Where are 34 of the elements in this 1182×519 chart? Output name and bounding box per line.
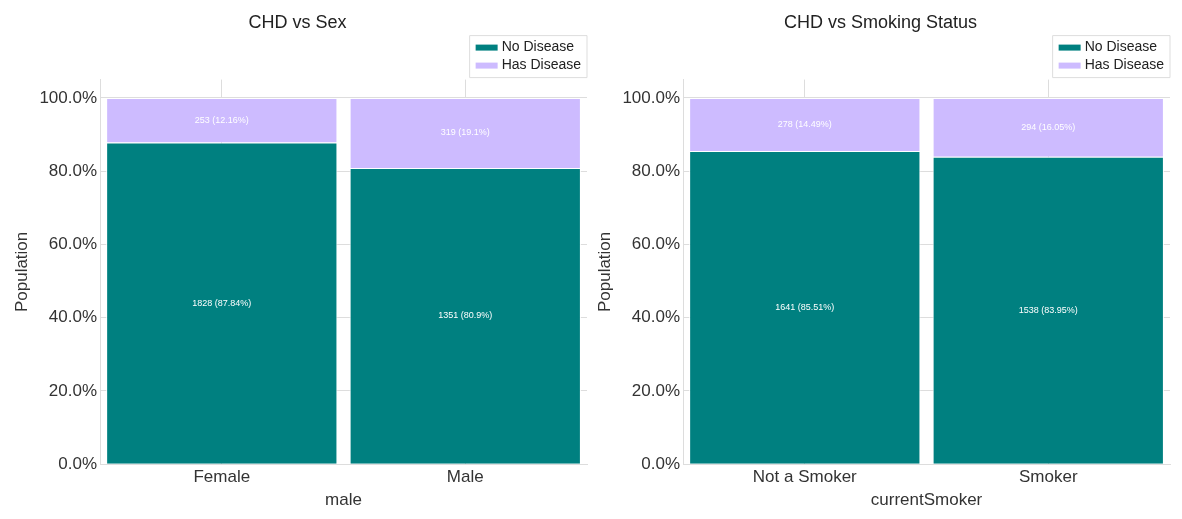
y-axis-title: Population (594, 231, 614, 313)
legend-label: No Disease (1084, 38, 1158, 55)
y-tick-label: 0.0% (58, 453, 98, 473)
y-tick-label: 40.0% (631, 307, 681, 327)
y-tick-label: 80.0% (48, 160, 98, 180)
legend-label: Has Disease (501, 56, 582, 73)
x-axis-title: male (325, 490, 362, 510)
data-label: 294 (16.05%) (1021, 121, 1076, 132)
y-tick-label: 40.0% (48, 307, 98, 327)
y-tick-label: 80.0% (631, 160, 681, 180)
legend-label: No Disease (501, 38, 575, 55)
data-label: 1351 (80.9%) (438, 310, 493, 321)
y-tick-label: 100.0% (622, 87, 681, 107)
y-axis-title: Population (11, 231, 31, 313)
chart-title: CHD vs Sex (248, 11, 347, 32)
y-tick-label: 100.0% (39, 87, 98, 107)
data-label: 253 (12.16%) (194, 114, 249, 125)
data-label: 1828 (87.84%) (192, 297, 252, 308)
y-tick-label: 0.0% (641, 453, 681, 473)
data-label: 319 (19.1%) (440, 127, 490, 138)
y-tick-label: 60.0% (48, 234, 98, 254)
legend-label: Has Disease (1084, 56, 1165, 73)
chart-title: CHD vs Smoking Status (783, 11, 978, 32)
x-tick-label: Male (446, 467, 484, 487)
data-label: 1538 (83.95%) (1018, 304, 1078, 315)
y-tick-label: 20.0% (48, 380, 98, 400)
x-axis-title: currentSmoker (870, 490, 983, 510)
data-label: 1641 (85.51%) (775, 301, 835, 312)
x-tick-label: Female (193, 467, 251, 487)
y-tick-label: 60.0% (631, 234, 681, 254)
x-tick-label: Not a Smoker (752, 467, 858, 487)
data-label: 278 (14.49%) (777, 118, 832, 129)
x-tick-label: Smoker (1018, 467, 1078, 487)
y-tick-label: 20.0% (631, 380, 681, 400)
